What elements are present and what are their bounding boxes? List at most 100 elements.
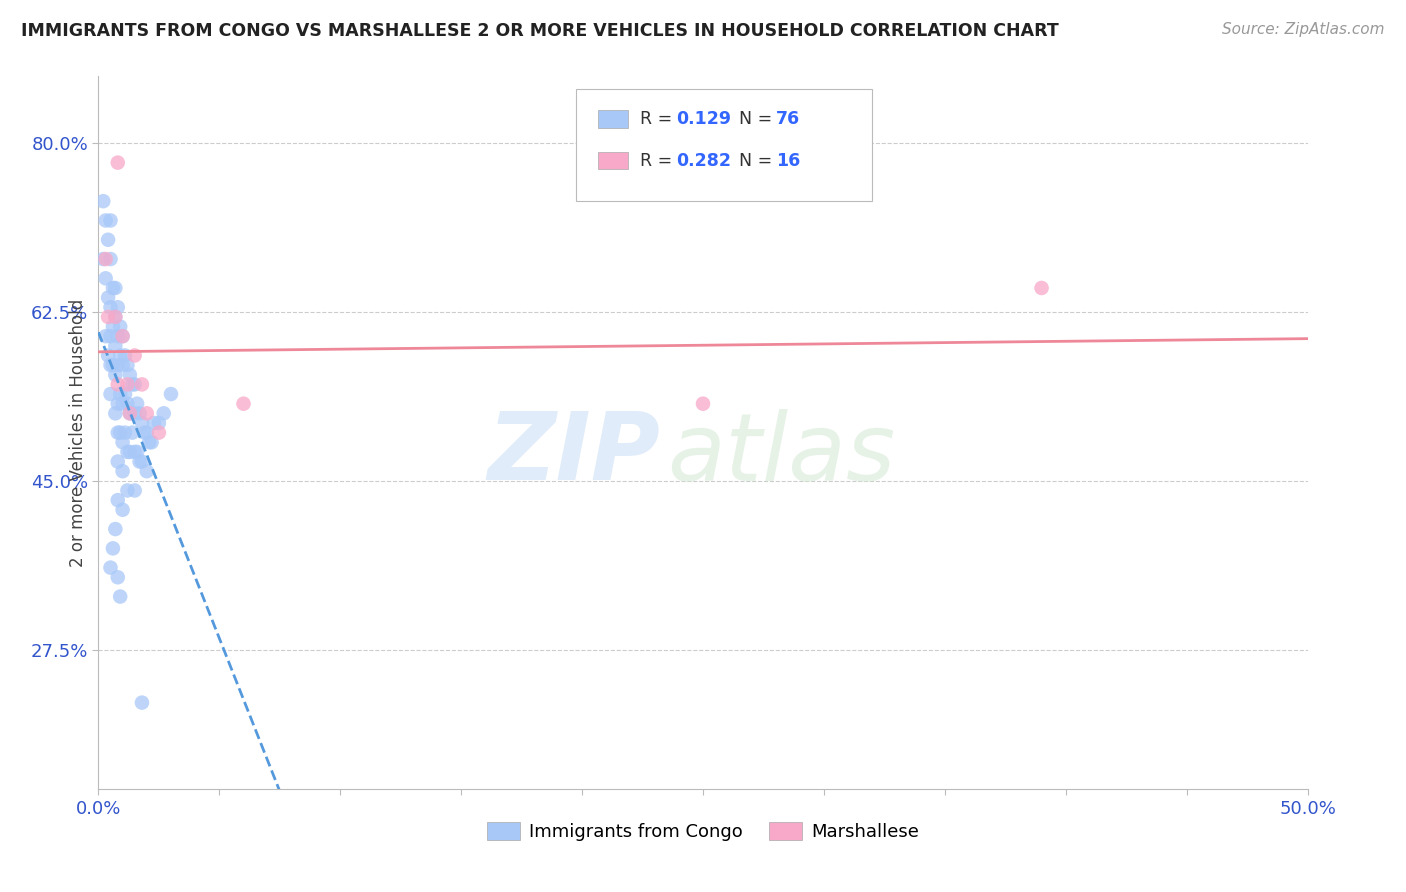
Point xyxy=(108,319,131,334)
Point xyxy=(111,435,134,450)
Point xyxy=(135,406,157,420)
Point xyxy=(101,319,124,334)
Point xyxy=(111,502,134,516)
Point xyxy=(124,406,146,420)
Point xyxy=(100,213,122,227)
Point xyxy=(128,454,150,468)
Point xyxy=(100,329,122,343)
Point xyxy=(127,445,149,459)
Text: Source: ZipAtlas.com: Source: ZipAtlas.com xyxy=(1222,22,1385,37)
Point xyxy=(152,406,174,420)
Text: N =: N = xyxy=(728,152,778,169)
Point xyxy=(117,445,139,459)
Point xyxy=(148,416,170,430)
Point xyxy=(100,387,122,401)
Point xyxy=(100,358,122,372)
Point xyxy=(97,310,120,324)
Point xyxy=(97,233,120,247)
Point xyxy=(91,252,114,266)
Point xyxy=(117,397,139,411)
Point xyxy=(111,329,134,343)
Point xyxy=(124,483,146,498)
Point xyxy=(117,483,139,498)
Point xyxy=(118,406,141,420)
Point xyxy=(135,425,157,440)
Text: R =: R = xyxy=(640,110,678,128)
Point xyxy=(111,464,134,478)
Point xyxy=(128,406,150,420)
Point xyxy=(104,310,127,324)
Point xyxy=(108,387,131,401)
Point xyxy=(108,425,131,440)
Point xyxy=(117,377,139,392)
Point xyxy=(94,329,117,343)
Point xyxy=(131,416,153,430)
Text: ZIP: ZIP xyxy=(488,408,661,500)
Point xyxy=(141,435,163,450)
Point xyxy=(117,358,139,372)
Point xyxy=(118,445,141,459)
Point xyxy=(97,349,120,363)
Point xyxy=(114,425,136,440)
Point xyxy=(97,291,120,305)
Point xyxy=(118,406,141,420)
Y-axis label: 2 or more Vehicles in Household: 2 or more Vehicles in Household xyxy=(69,299,87,566)
Point xyxy=(114,387,136,401)
Point xyxy=(121,425,143,440)
Point xyxy=(100,560,122,574)
Point xyxy=(100,252,122,266)
Point xyxy=(111,397,134,411)
Point xyxy=(138,435,160,450)
Text: N =: N = xyxy=(728,110,778,128)
Point xyxy=(124,377,146,392)
Point xyxy=(107,300,129,314)
Point xyxy=(131,696,153,710)
Point xyxy=(107,155,129,169)
Point xyxy=(131,454,153,468)
Point xyxy=(107,454,129,468)
Point xyxy=(94,252,117,266)
Point xyxy=(111,329,134,343)
Point xyxy=(101,358,124,372)
Text: atlas: atlas xyxy=(666,409,896,500)
Point xyxy=(94,213,117,227)
Point xyxy=(107,570,129,584)
Text: 16: 16 xyxy=(776,152,800,169)
Point xyxy=(232,397,254,411)
Point xyxy=(148,425,170,440)
Point xyxy=(107,377,129,392)
Point xyxy=(131,377,153,392)
Point xyxy=(143,416,166,430)
Point xyxy=(101,281,124,295)
Point xyxy=(104,406,127,420)
Point xyxy=(121,377,143,392)
Point xyxy=(107,493,129,508)
Point xyxy=(111,358,134,372)
Point xyxy=(127,397,149,411)
Legend: Immigrants from Congo, Marshallese: Immigrants from Congo, Marshallese xyxy=(479,814,927,848)
Point xyxy=(124,445,146,459)
Point xyxy=(100,300,122,314)
Point xyxy=(118,368,141,382)
Text: 0.129: 0.129 xyxy=(676,110,731,128)
Point xyxy=(107,329,129,343)
Point xyxy=(107,425,129,440)
Point xyxy=(104,339,127,353)
Point xyxy=(107,358,129,372)
Point xyxy=(692,397,714,411)
Point xyxy=(108,349,131,363)
Point xyxy=(124,349,146,363)
Point xyxy=(108,590,131,604)
Point xyxy=(135,464,157,478)
Point xyxy=(114,349,136,363)
Point xyxy=(104,281,127,295)
Point xyxy=(160,387,183,401)
Point xyxy=(107,397,129,411)
Point xyxy=(104,522,127,536)
Point xyxy=(104,368,127,382)
Text: 76: 76 xyxy=(776,110,800,128)
Point xyxy=(91,194,114,209)
Text: 0.282: 0.282 xyxy=(676,152,731,169)
Point xyxy=(94,271,117,285)
Point xyxy=(1031,281,1053,295)
